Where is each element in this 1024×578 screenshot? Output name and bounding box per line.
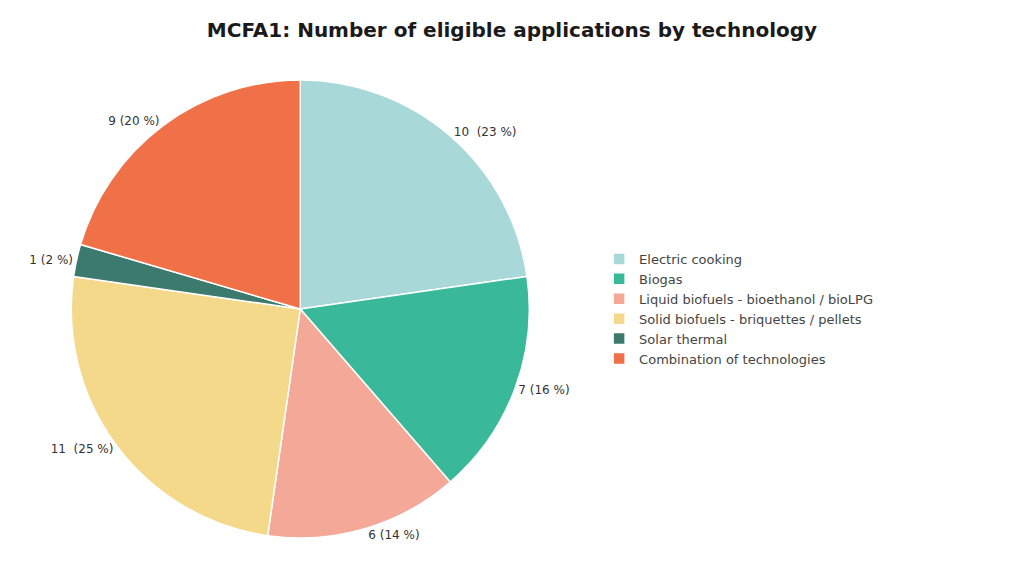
- svg-text:Biogas: Biogas: [639, 272, 683, 287]
- svg-text:11 (25 %): 11 (25 %): [51, 442, 114, 456]
- svg-text:10 (23 %): 10 (23 %): [454, 125, 517, 139]
- svg-text:Solar thermal: Solar thermal: [639, 332, 727, 347]
- svg-text:MCFA1: Number of eligible appl: MCFA1: Number of eligible applications b…: [207, 18, 817, 42]
- svg-text:Combination of technologies: Combination of technologies: [639, 352, 826, 367]
- svg-text:Solid biofuels - briquettes /: Solid biofuels - briquettes / pellets: [639, 312, 862, 327]
- svg-text:9 (20 %): 9 (20 %): [108, 114, 159, 128]
- svg-text:Liquid biofuels - bioethanol /: Liquid biofuels - bioethanol / bioLPG: [639, 292, 873, 307]
- svg-text:1 (2 %): 1 (2 %): [29, 253, 73, 267]
- svg-text:6 (14 %): 6 (14 %): [368, 528, 419, 542]
- svg-text:Electric cooking: Electric cooking: [639, 252, 742, 267]
- svg-text:7 (16 %): 7 (16 %): [518, 383, 569, 397]
